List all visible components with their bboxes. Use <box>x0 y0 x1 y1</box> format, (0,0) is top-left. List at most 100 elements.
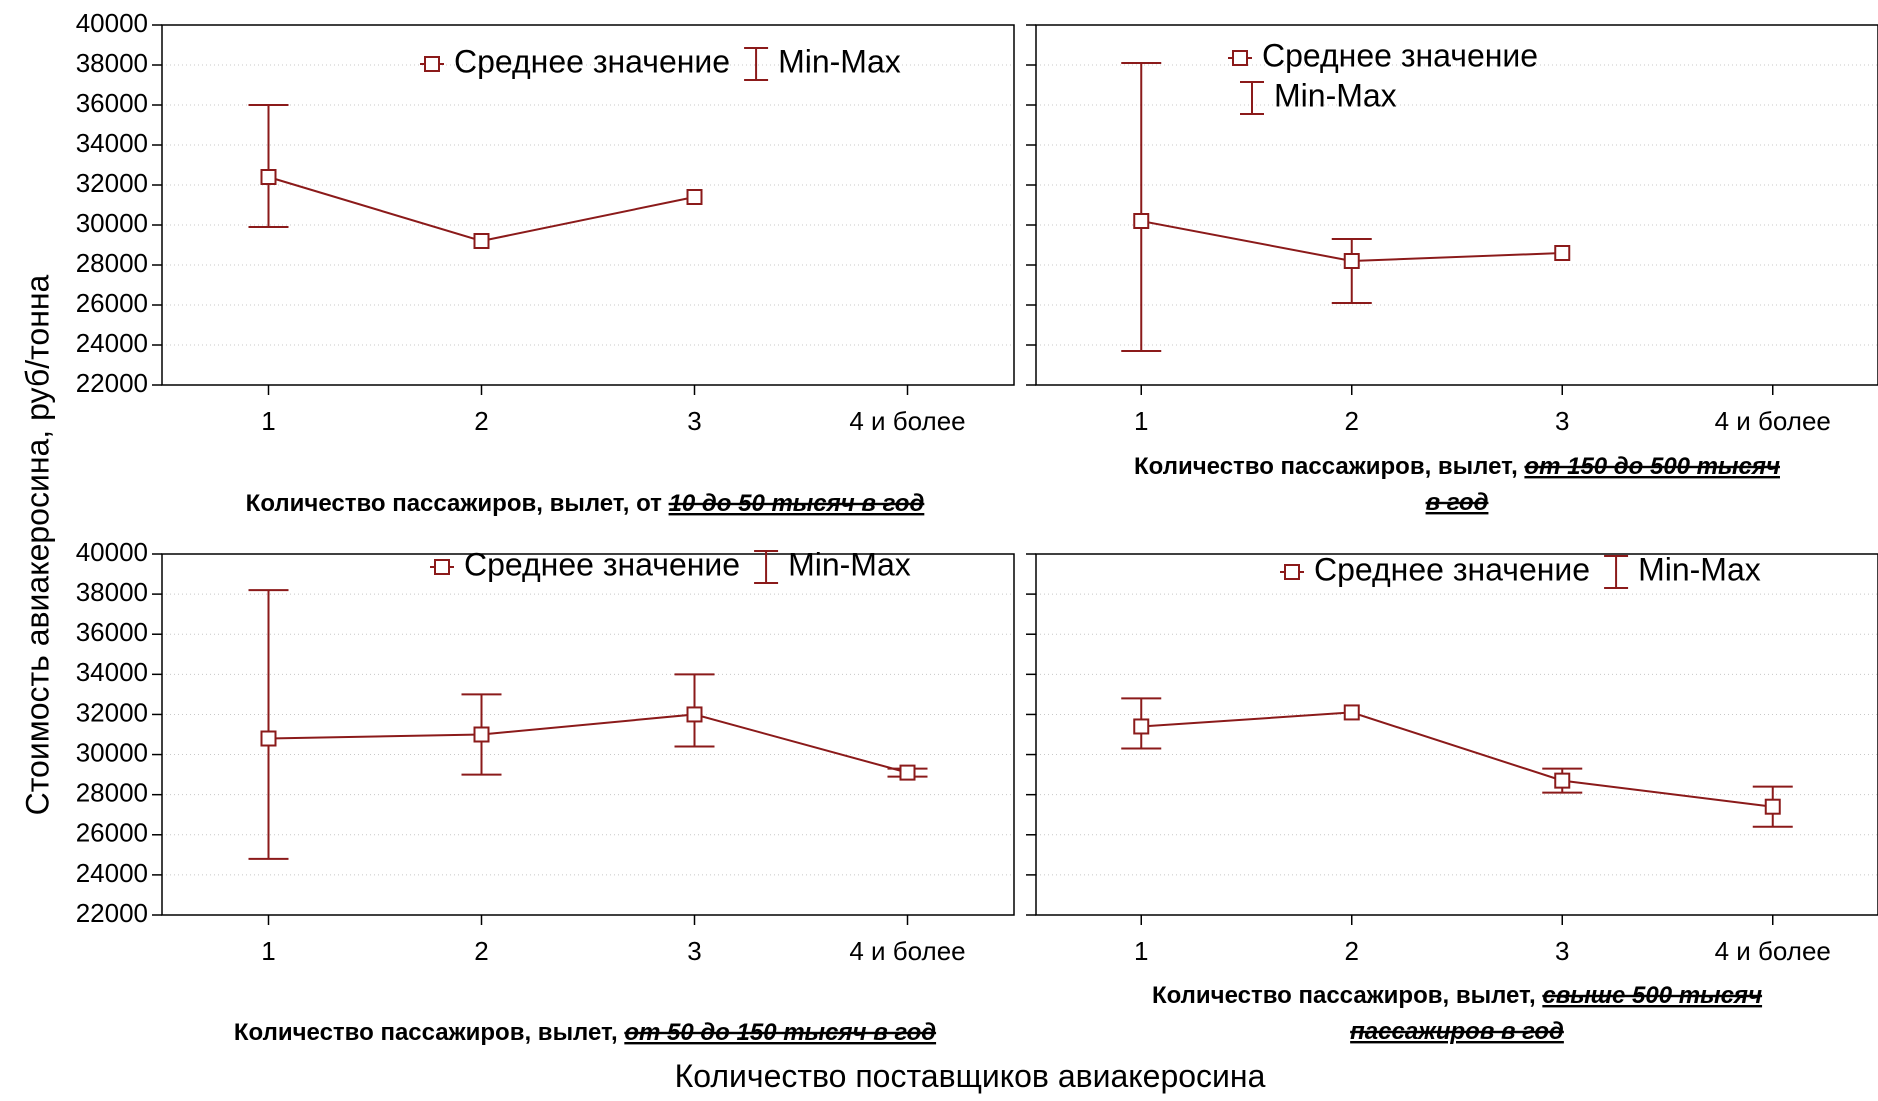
error-bar <box>248 104 289 228</box>
panel-x-label-prefix: Количество пассажиров, вылет, от <box>246 490 669 517</box>
legend-mean-marker <box>1284 564 1300 580</box>
y-tick-label: 30000 <box>76 737 148 767</box>
legend-minmax-label: Min-Max <box>788 546 911 582</box>
x-tick-label: 2 <box>1345 936 1359 966</box>
mean-marker <box>1554 245 1571 261</box>
y-axis-title: Стоимость авиакеросина, руб/тонна <box>19 274 55 815</box>
panel-x-label: Количество пассажиров, вылет, от 150 до … <box>1134 453 1780 480</box>
panel-x-label-prefix: Количество пассажиров, вылет, <box>1134 453 1524 480</box>
mean-marker <box>260 169 277 185</box>
y-tick-label: 40000 <box>76 8 148 38</box>
y-tick-label: 26000 <box>76 818 148 848</box>
legend-minmax-label: Min-Max <box>778 43 901 79</box>
panel-x-label-line2: в год <box>1426 489 1489 516</box>
plot-frame <box>1035 24 1878 386</box>
mean-marker <box>1343 704 1360 721</box>
panel-x-label-prefix: Количество пассажиров, вылет, <box>1152 982 1542 1009</box>
mean-marker <box>1764 798 1781 815</box>
x-tick-label: 1 <box>261 406 275 436</box>
x-tick-label: 4 и более <box>1715 406 1831 436</box>
legend-mean-label: Среднее значение <box>464 546 740 582</box>
y-tick-label: 22000 <box>76 368 148 398</box>
mean-line <box>268 713 908 774</box>
plot-frame <box>161 553 1015 916</box>
panel-x-label-prefix: Количество пассажиров, вылет, <box>234 1019 624 1046</box>
x-tick-label: 1 <box>1134 406 1148 436</box>
panel-x-label-range-cont: в год <box>1426 489 1489 516</box>
legend-mean-label: Среднее значение <box>1262 37 1538 73</box>
error-bar <box>1121 62 1162 352</box>
y-tick-label: 24000 <box>76 328 148 358</box>
y-tick-label: 36000 <box>76 617 148 647</box>
x-tick-label: 4 и более <box>849 406 965 436</box>
panel-x-label-range: от 50 до 150 тысяч в год <box>624 1019 936 1046</box>
y-tick-label: 30000 <box>76 208 148 238</box>
panel-x-label: Количество пассажиров, вылет, от 10 до 5… <box>246 490 925 517</box>
y-tick-label: 28000 <box>76 778 148 808</box>
y-tick-label: 38000 <box>76 48 148 78</box>
panel-x-label-line2: пассажиров в год <box>1350 1018 1564 1045</box>
panel-2: 1 2 3 4 и более Среднее значение Min-Max Колич… <box>1026 24 1878 516</box>
mean-marker <box>1133 213 1150 229</box>
legend-mean-label: Среднее значение <box>454 43 730 79</box>
legend-mean-label: Среднее значение <box>1314 551 1590 587</box>
y-tick-label: 24000 <box>76 858 148 888</box>
legend-minmax-label: Min-Max <box>1274 77 1397 113</box>
error-bar <box>248 589 289 860</box>
x-tick-label: 2 <box>474 936 488 966</box>
x-tick-label: 1 <box>261 936 275 966</box>
panel-x-label-range: свыше 500 тысяч <box>1542 982 1762 1009</box>
y-tick-label: 34000 <box>76 128 148 158</box>
x-axis-title: Количество поставщиков авиакеросина <box>675 1058 1266 1094</box>
legend: Среднее значение Min-Max <box>430 546 911 584</box>
x-tick-label: 1 <box>1134 936 1148 966</box>
mean-marker <box>1554 772 1571 789</box>
panel-4: 1 2 3 4 и более Среднее значение Min-Max Колич… <box>1026 551 1878 1045</box>
legend-mean-marker <box>424 56 440 72</box>
legend: Среднее значение Min-Max <box>1228 37 1538 115</box>
panel-x-label-range: от 150 до 500 тысяч <box>1524 453 1780 480</box>
legend-mean-marker <box>434 559 450 575</box>
y-tick-label: 36000 <box>76 88 148 118</box>
x-tick-label: 3 <box>1555 936 1569 966</box>
x-tick-label: 3 <box>687 936 701 966</box>
panel-1: 40000 38000 36000 34000 32000 30000 28000 26000… <box>76 8 1015 517</box>
legend: Среднее значение Min-Max <box>1280 551 1761 589</box>
mean-marker <box>686 706 703 723</box>
chart-panels: 40000 38000 36000 34000 32000 30000 28000 26000… <box>76 8 1878 1046</box>
panel-3: 40000 38000 36000 34000 32000 30000 28000 26000… <box>76 537 1015 1046</box>
x-tick-label: 3 <box>687 406 701 436</box>
panel-x-label: Количество пассажиров, вылет, от 50 до 1… <box>234 1019 936 1046</box>
y-tick-label: 26000 <box>76 288 148 318</box>
mean-marker <box>1133 718 1150 735</box>
x-tick-label: 4 и более <box>849 936 965 966</box>
plot-frame <box>161 24 1015 386</box>
mean-marker <box>473 726 490 743</box>
mean-marker <box>899 764 916 781</box>
mean-marker <box>686 189 703 205</box>
legend-mean-marker <box>1232 50 1248 66</box>
y-tick-label: 32000 <box>76 168 148 198</box>
mean-marker <box>260 730 277 747</box>
panel-x-label: Количество пассажиров, вылет, свыше 500 … <box>1152 982 1762 1009</box>
mean-marker <box>1343 253 1360 269</box>
error-bar <box>1331 238 1372 304</box>
y-tick-label: 22000 <box>76 898 148 928</box>
y-tick-label: 28000 <box>76 248 148 278</box>
mean-line <box>268 176 695 243</box>
x-tick-label: 2 <box>474 406 488 436</box>
panel-x-label-range-cont: пассажиров в год <box>1350 1018 1564 1045</box>
mean-marker <box>473 233 490 249</box>
y-tick-label: 34000 <box>76 657 148 687</box>
x-tick-label: 2 <box>1345 406 1359 436</box>
y-tick-label: 40000 <box>76 537 148 567</box>
y-tick-label: 32000 <box>76 697 148 727</box>
legend-minmax-label: Min-Max <box>1638 551 1761 587</box>
y-tick-label: 38000 <box>76 577 148 607</box>
x-tick-label: 4 и более <box>1715 936 1831 966</box>
plot-frame <box>1035 553 1878 916</box>
legend: Среднее значение Min-Max <box>420 43 901 81</box>
x-tick-label: 3 <box>1555 406 1569 436</box>
panel-x-label-range: 10 до 50 тысяч в год <box>669 490 925 517</box>
